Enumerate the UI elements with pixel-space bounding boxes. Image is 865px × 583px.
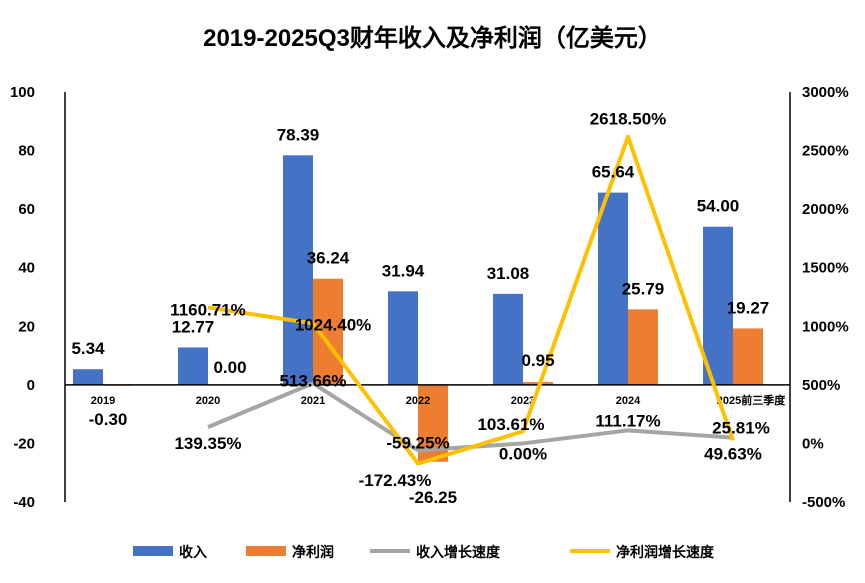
category-label: 2021	[301, 395, 325, 407]
left-tick-label: 0	[27, 377, 35, 394]
legend-swatch	[246, 546, 286, 556]
profit-data-label: -26.25	[409, 488, 457, 507]
revenue-bar	[598, 192, 628, 385]
legend-swatch	[133, 546, 173, 556]
right-tick-label: 2500%	[802, 143, 849, 160]
profit-data-label: -0.30	[89, 410, 128, 429]
profit-bar	[733, 328, 763, 385]
category-label: 2022	[406, 395, 430, 407]
right-tick-label: -500%	[802, 494, 845, 511]
legend-label: 净利润增长速度	[616, 544, 715, 560]
left-tick-label: -40	[13, 494, 35, 511]
revenue-data-label: 78.39	[277, 125, 320, 144]
profit-growth-label: 2618.50%	[590, 110, 667, 129]
right-tick-label: 1500%	[802, 260, 849, 277]
category-label: 2019	[91, 395, 115, 407]
revenue-data-label: 5.34	[71, 339, 105, 358]
revenue-bar	[178, 347, 208, 385]
category-label: 2025前三季度	[717, 393, 786, 407]
revenue-data-label: 31.94	[382, 261, 425, 280]
left-tick-label: 20	[18, 318, 35, 335]
profit-growth-line	[207, 134, 735, 466]
legend-label: 收入增长速度	[416, 544, 501, 560]
category-label: 2023	[511, 395, 535, 407]
profit-growth-label: -172.43%	[359, 471, 432, 490]
revenue-growth-label: 0.00%	[499, 444, 547, 463]
left-tick-label: 80	[18, 143, 35, 160]
revenue-growth-label: -59.25%	[386, 433, 449, 452]
profit-data-label: 25.79	[622, 279, 665, 298]
left-tick-label: 60	[18, 201, 35, 218]
revenue-data-label: 31.08	[487, 264, 530, 283]
profit-growth-label: 1160.71%	[170, 300, 246, 319]
profit-data-label: 36.24	[307, 249, 350, 268]
revenue-growth-label: 513.66%	[279, 371, 346, 390]
revenue-bar	[73, 369, 103, 385]
left-tick-label: 40	[18, 260, 35, 277]
revenue-bar	[283, 155, 313, 385]
revenue-growth-label: 49.63%	[704, 445, 762, 464]
profit-data-label: 0.95	[521, 351, 554, 370]
left-tick-label: -20	[13, 435, 35, 452]
legend-label: 净利润	[292, 544, 334, 560]
revenue-bar	[703, 226, 733, 385]
revenue-data-label: 65.64	[592, 163, 635, 182]
profit-growth-label: 1024.40%	[295, 315, 372, 334]
profit-bar	[628, 309, 658, 385]
revenue-growth-label: 139.35%	[174, 434, 241, 453]
revenue-growth-label: 111.17%	[595, 411, 660, 430]
legend-label: 收入	[179, 544, 207, 560]
right-tick-label: 2000%	[802, 201, 849, 218]
right-tick-label: 0%	[802, 435, 824, 452]
revenue-bar	[388, 291, 418, 385]
profit-growth-label: 25.81%	[712, 418, 770, 437]
category-label: 2024	[616, 395, 641, 407]
category-label: 2020	[196, 395, 220, 407]
profit-data-label: 0.00	[213, 358, 246, 377]
right-tick-label: 500%	[802, 377, 840, 394]
right-tick-label: 1000%	[802, 318, 849, 335]
profit-data-label: 19.27	[727, 298, 770, 317]
chart-title: 2019-2025Q3财年收入及净利润（亿美元）	[203, 25, 662, 52]
revenue-bar	[493, 293, 523, 385]
right-tick-label: 3000%	[802, 84, 849, 101]
revenue-data-label: 12.77	[172, 317, 215, 336]
profit-growth-label: 103.61%	[477, 415, 544, 434]
left-tick-label: 100	[10, 84, 35, 101]
revenue-data-label: 54.00	[697, 197, 740, 216]
